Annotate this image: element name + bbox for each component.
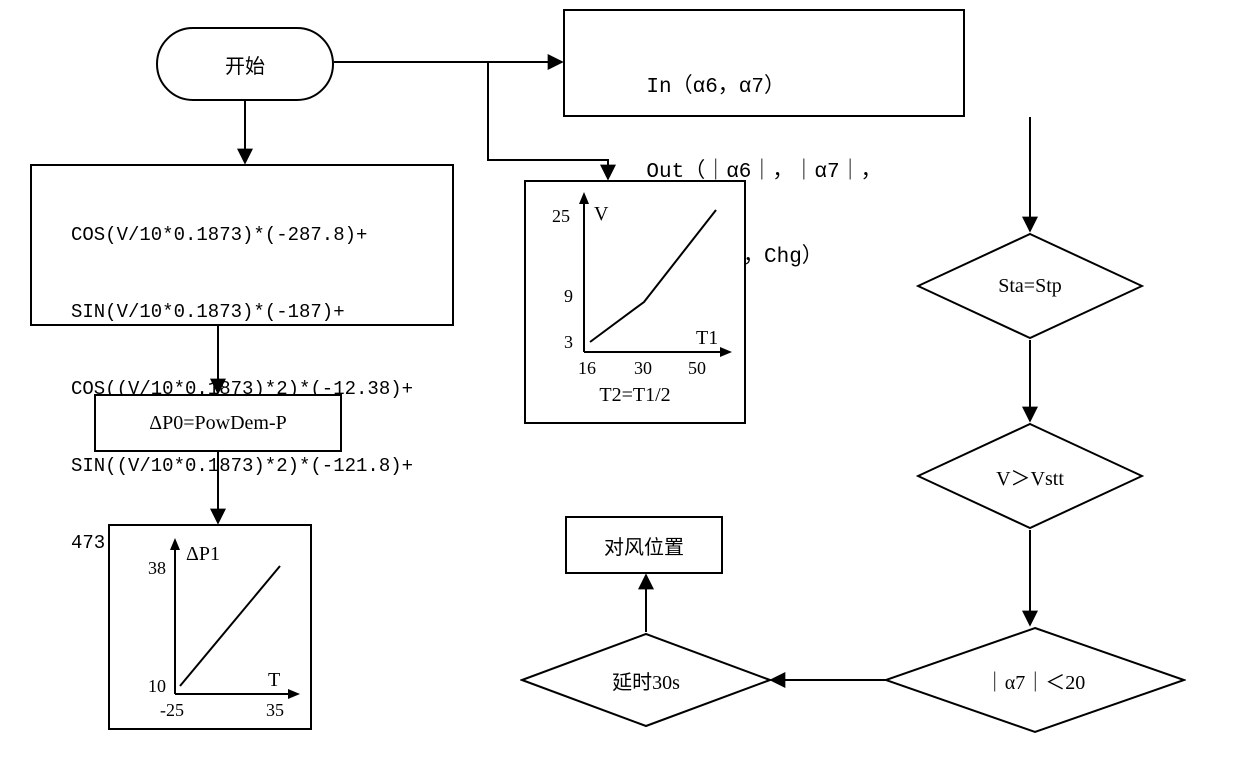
dp1-y-bot: 10: [148, 676, 166, 696]
deltap0-process: ΔP0=PowDem-P: [94, 394, 342, 452]
svg-text:25: 25: [552, 206, 570, 226]
decision-sta-label: Sta=Stp: [998, 275, 1062, 298]
decision-v: V＞Vstt: [916, 422, 1144, 530]
decision-v-label: V＞Vstt: [996, 462, 1064, 491]
dp1-y-top: 38: [148, 558, 166, 578]
dp1-title: ΔP1: [186, 543, 220, 565]
formula-line-3: SIN((V/10*0.1873)*2)*(-121.8)+: [71, 454, 413, 480]
io-line-0: In（α6，α7）: [646, 74, 881, 102]
chart-v: 25 9 3 V 16 30 50 T1 T2=T1/2: [524, 180, 746, 424]
svg-text:16: 16: [578, 358, 596, 378]
formula-line-0: COS(V/10*0.1873)*(-287.8)+: [71, 223, 413, 249]
decision-sta: Sta=Stp: [916, 232, 1144, 340]
chart-dp1-svg: 38 10 ΔP1 -25 35 T: [120, 536, 304, 722]
chart-dp1: 38 10 ΔP1 -25 35 T: [108, 524, 312, 730]
formula-process: COS(V/10*0.1873)*(-287.8)+ SIN(V/10*0.18…: [30, 164, 454, 326]
decision-a7-label: ｜α7｜＜20: [985, 666, 1085, 695]
chart-v-svg: 25 9 3 V 16 30 50 T1: [536, 192, 738, 382]
svg-text:30: 30: [634, 358, 652, 378]
wind-pos-label: 对风位置: [604, 531, 684, 560]
dp1-x-left: -25: [160, 700, 184, 720]
dp1-x-label: T: [268, 669, 280, 691]
decision-a7: ｜α7｜＜20: [884, 626, 1186, 734]
delay-label: 延时30s: [612, 666, 680, 695]
wind-pos-process: 对风位置: [565, 516, 723, 574]
start-terminator: 开始: [156, 27, 334, 101]
io-process: In（α6，α7） Out（｜α6｜，｜α7｜， Rig，Lef，Chg）: [563, 9, 965, 117]
formula-line-1: SIN(V/10*0.1873)*(-187)+: [71, 300, 413, 326]
chart-v-footer: T2=T1/2: [536, 384, 734, 407]
deltap0-label: ΔP0=PowDem-P: [149, 412, 287, 435]
delay-diamond: 延时30s: [520, 632, 772, 728]
start-label: 开始: [225, 50, 265, 79]
svg-text:V: V: [594, 203, 609, 225]
dp1-x-right: 35: [266, 700, 284, 720]
svg-text:T1: T1: [696, 327, 718, 349]
svg-text:9: 9: [564, 286, 573, 306]
svg-text:3: 3: [564, 332, 573, 352]
svg-text:50: 50: [688, 358, 706, 378]
